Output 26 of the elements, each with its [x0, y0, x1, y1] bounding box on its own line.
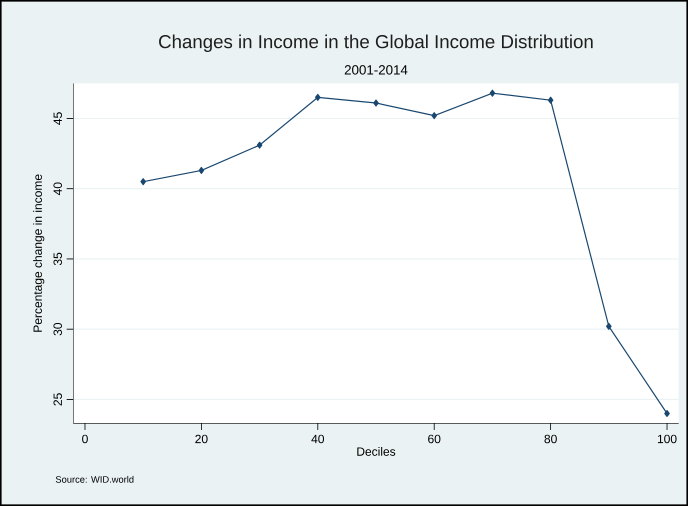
point	[140, 178, 146, 186]
point	[606, 322, 612, 330]
y-tick-label: 25	[53, 393, 62, 406]
point	[315, 94, 321, 101]
y-tick-label: 45	[54, 112, 62, 125]
x-tick-label: 0	[82, 434, 88, 444]
y-tick-label: 35	[53, 252, 62, 266]
point	[198, 166, 204, 174]
chart-subtitle: 2001-2014	[344, 65, 408, 75]
point	[256, 142, 262, 149]
source-note: Source: WID.world	[56, 476, 134, 483]
point	[373, 99, 379, 107]
chart-title: Changes in Income in the Global Income Distribution	[159, 34, 593, 52]
x-axis-title: Deciles	[357, 447, 396, 456]
x-tick-label: 80	[544, 434, 557, 444]
x-tick-label: 100	[658, 434, 677, 444]
point	[664, 410, 670, 418]
point	[548, 96, 554, 104]
x-tick-label: 40	[311, 434, 324, 444]
x-tick-label: 60	[428, 434, 440, 444]
y-tick-label: 30	[53, 322, 62, 336]
y-tick-label: 40	[53, 182, 62, 196]
y-axis-title: Percentage change in income	[33, 174, 44, 332]
point	[431, 112, 438, 120]
x-tick-label: 20	[195, 434, 208, 444]
point	[490, 90, 496, 97]
